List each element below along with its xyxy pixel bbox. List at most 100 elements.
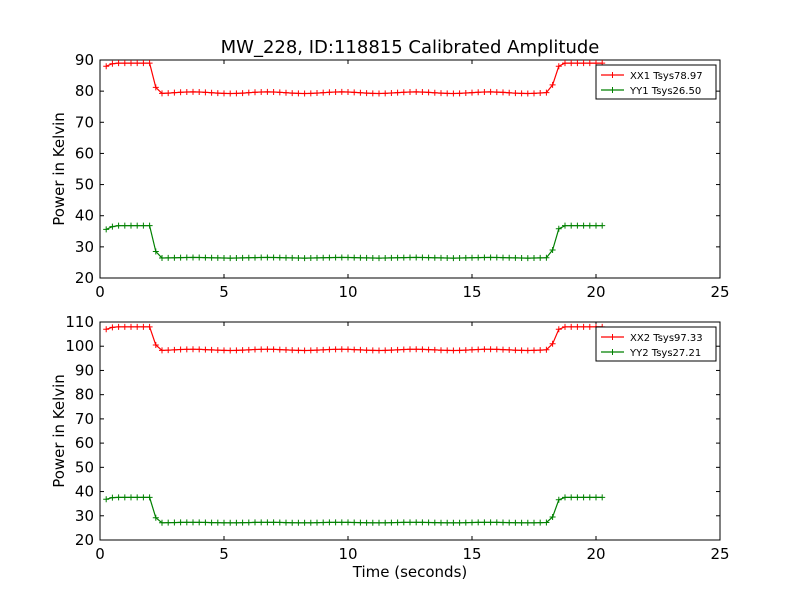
- data-point: [258, 519, 265, 526]
- y-tick-label: 20: [75, 531, 94, 549]
- data-point: [369, 519, 376, 526]
- data-point: [159, 255, 165, 262]
- data-point: [239, 90, 246, 97]
- data-point: [456, 90, 463, 97]
- data-point: [450, 255, 457, 262]
- x-tick-label: 15: [462, 545, 481, 563]
- y-tick-label: 40: [75, 207, 94, 225]
- data-point: [332, 519, 339, 526]
- data-point: [425, 519, 432, 526]
- data-point: [276, 519, 283, 526]
- data-point: [568, 494, 575, 501]
- y-axis-label: Power in Kelvin: [50, 112, 68, 226]
- data-point: [295, 347, 302, 354]
- data-point: [555, 496, 562, 503]
- data-point: [586, 222, 593, 229]
- y-tick-label: 70: [75, 410, 94, 428]
- data-point: [357, 254, 364, 261]
- data-point: [444, 255, 451, 262]
- data-point: [289, 519, 296, 526]
- data-point: [183, 89, 190, 96]
- data-point: [506, 519, 513, 526]
- data-point: [314, 254, 320, 261]
- data-point: [425, 254, 432, 261]
- series-line: [106, 496, 603, 524]
- data-point: [537, 254, 544, 261]
- data-point: [276, 254, 283, 261]
- data-point: [227, 255, 234, 262]
- data-point: [183, 346, 190, 353]
- data-point: [382, 347, 389, 354]
- data-point: [382, 255, 389, 262]
- data-point: [245, 89, 252, 96]
- data-point: [363, 347, 370, 354]
- data-point: [233, 519, 240, 526]
- data-point: [270, 519, 277, 526]
- data-point: [351, 519, 358, 526]
- data-point: [481, 519, 488, 526]
- data-point: [128, 494, 134, 501]
- data-point: [227, 519, 234, 526]
- data-point: [438, 254, 444, 261]
- data-point: [555, 63, 562, 70]
- legend-label: XX1 Tsys78.97: [630, 71, 703, 82]
- data-point: [233, 347, 240, 354]
- data-point: [196, 254, 203, 261]
- data-point: [202, 254, 209, 261]
- data-point: [115, 222, 122, 229]
- y-tick-label: 90: [75, 51, 94, 69]
- data-point: [438, 519, 444, 526]
- data-point: [382, 90, 389, 97]
- data-point: [450, 519, 457, 526]
- data-point: [140, 494, 147, 501]
- data-point: [500, 519, 506, 526]
- data-point: [431, 519, 438, 526]
- data-point: [239, 254, 246, 261]
- data-point: [531, 347, 537, 354]
- data-point: [283, 89, 289, 96]
- data-point: [295, 255, 302, 262]
- data-point: [369, 90, 376, 97]
- data-point: [531, 255, 537, 262]
- data-point: [307, 347, 314, 354]
- data-point: [462, 254, 469, 261]
- data-point: [407, 346, 413, 353]
- data-point: [475, 519, 482, 526]
- data-point: [549, 340, 556, 347]
- data-point: [326, 346, 333, 353]
- data-point: [177, 519, 184, 526]
- x-axis-label: Time (seconds): [352, 563, 468, 581]
- data-point: [580, 222, 587, 229]
- data-point: [208, 519, 215, 526]
- data-point: [351, 346, 358, 353]
- data-point: [549, 81, 556, 88]
- data-point: [332, 346, 339, 353]
- legend-label: YY2 Tsys27.21: [629, 348, 701, 359]
- legend-box: [595, 64, 717, 100]
- data-point: [586, 494, 593, 501]
- data-point: [314, 90, 320, 97]
- data-point: [202, 519, 209, 526]
- data-point: [115, 60, 122, 67]
- data-point: [512, 519, 519, 526]
- data-point: [537, 347, 544, 354]
- x-tick-label: 25: [710, 283, 729, 301]
- y-tick-label: 50: [75, 458, 94, 476]
- data-point: [301, 90, 308, 97]
- data-point: [562, 222, 568, 229]
- data-point: [233, 255, 240, 262]
- data-point: [295, 90, 302, 97]
- data-point: [531, 519, 537, 526]
- legend-marker: [609, 72, 616, 78]
- data-point: [301, 519, 308, 526]
- data-point: [413, 88, 420, 95]
- data-point: [345, 346, 351, 353]
- data-point: [493, 89, 500, 96]
- data-point: [444, 90, 451, 97]
- data-point: [549, 513, 556, 520]
- data-point: [338, 346, 345, 353]
- data-point: [276, 89, 283, 96]
- data-point: [524, 347, 531, 354]
- data-point: [289, 347, 296, 354]
- data-point: [419, 254, 426, 261]
